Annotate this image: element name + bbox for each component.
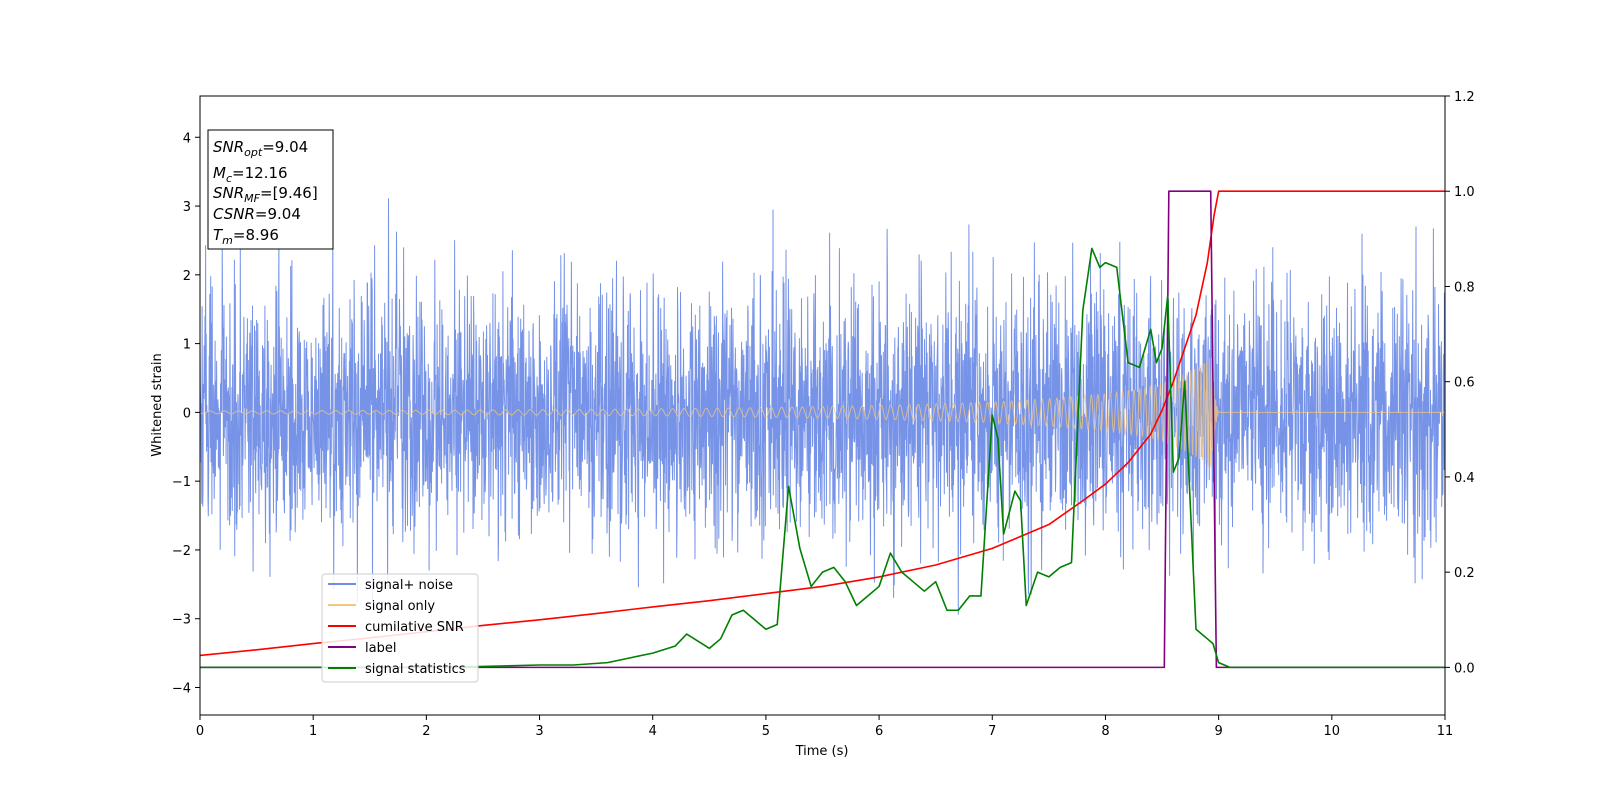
right-tick-label: 1.0 — [1454, 185, 1475, 200]
left-tick-label: 2 — [183, 269, 191, 284]
info-csnr: CSNR=9.04 — [213, 205, 301, 223]
signal-noise-layer — [200, 198, 1445, 615]
x-tick-label: 1 — [309, 724, 317, 739]
plot-frame — [199, 95, 1446, 716]
x-tick-label: 8 — [1101, 724, 1109, 739]
info-box: SNRopt=9.04 Mc=12.16 SNRMF=[9.46] CSNR=9… — [207, 129, 334, 250]
x-tick-label: 10 — [1324, 724, 1341, 739]
legend-label-cumulative-snr: cumilative SNR — [365, 620, 464, 635]
left-axis-ticks: −4 −3 −2 −1 0 1 2 3 4 — [172, 131, 200, 696]
legend-label-signal-only: signal only — [365, 599, 435, 614]
info-snr-opt: SNRopt=9.04 — [213, 138, 308, 159]
info-tm: Tm=8.96 — [213, 226, 279, 247]
right-tick-label: 1.2 — [1454, 90, 1475, 105]
legend-label-label: label — [365, 641, 396, 656]
x-tick-label: 9 — [1214, 724, 1222, 739]
signal-only-layer — [200, 357, 1445, 468]
legend: signal+ noise signal only cumilative SNR… — [321, 573, 479, 683]
legend-label-signal-statistics: signal statistics — [365, 662, 466, 677]
y-axis-label: Whitened strain — [150, 353, 165, 456]
x-tick-label: 0 — [196, 724, 204, 739]
info-box-frame — [207, 129, 334, 250]
series-line-signal-statistics — [200, 247, 1445, 669]
info-snr-mf: SNRMF=[9.46] — [213, 184, 318, 205]
left-tick-label: 3 — [183, 200, 191, 215]
x-axis-label: Time (s) — [795, 744, 849, 759]
x-tick-label: 5 — [762, 724, 770, 739]
x-tick-label: 4 — [649, 724, 657, 739]
x-tick-label: 2 — [422, 724, 430, 739]
left-tick-label: −1 — [172, 475, 191, 490]
series-line-signal-only — [200, 357, 1445, 468]
series-line-signal-noise — [200, 198, 1445, 615]
right-tick-label: 0.2 — [1454, 566, 1475, 581]
x-tick-label: 11 — [1437, 724, 1454, 739]
right-tick-label: 0.0 — [1454, 661, 1475, 676]
x-axis-ticks: 0 1 2 3 4 5 6 7 8 9 10 11 — [196, 715, 1453, 739]
left-tick-label: −2 — [172, 544, 191, 559]
left-tick-label: 4 — [183, 131, 191, 146]
left-tick-label: 0 — [183, 406, 191, 421]
right-tick-label: 0.8 — [1454, 280, 1475, 295]
x-tick-label: 7 — [988, 724, 996, 739]
right-tick-label: 0.6 — [1454, 376, 1475, 391]
right-axis-ticks: 0.0 0.2 0.4 0.6 0.8 1.0 1.2 — [1445, 90, 1475, 676]
info-mc: Mc=12.16 — [213, 164, 288, 185]
left-tick-label: −3 — [172, 613, 191, 628]
x-tick-label: 6 — [875, 724, 883, 739]
legend-frame — [321, 573, 479, 683]
legend-label-signal-noise: signal+ noise — [365, 578, 453, 593]
x-tick-label: 3 — [535, 724, 543, 739]
left-tick-label: −4 — [172, 681, 191, 696]
right-tick-label: 0.4 — [1454, 471, 1475, 486]
left-tick-label: 1 — [183, 338, 191, 353]
